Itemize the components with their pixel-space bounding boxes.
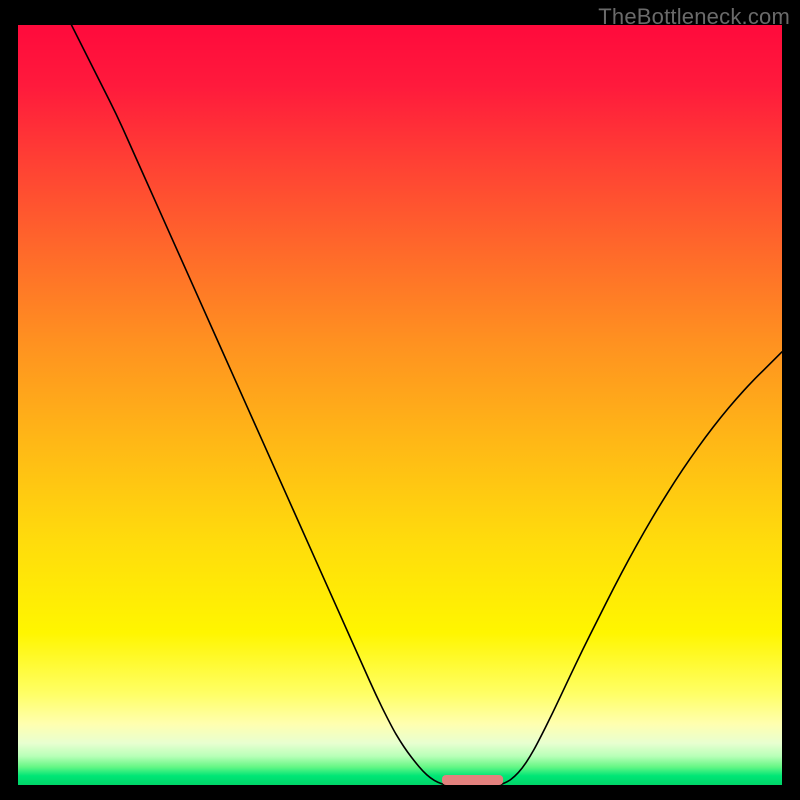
chart-background bbox=[18, 25, 782, 785]
optimal-range-marker bbox=[442, 775, 503, 785]
watermark-text: TheBottleneck.com bbox=[598, 4, 790, 30]
bottleneck-chart bbox=[0, 0, 800, 800]
